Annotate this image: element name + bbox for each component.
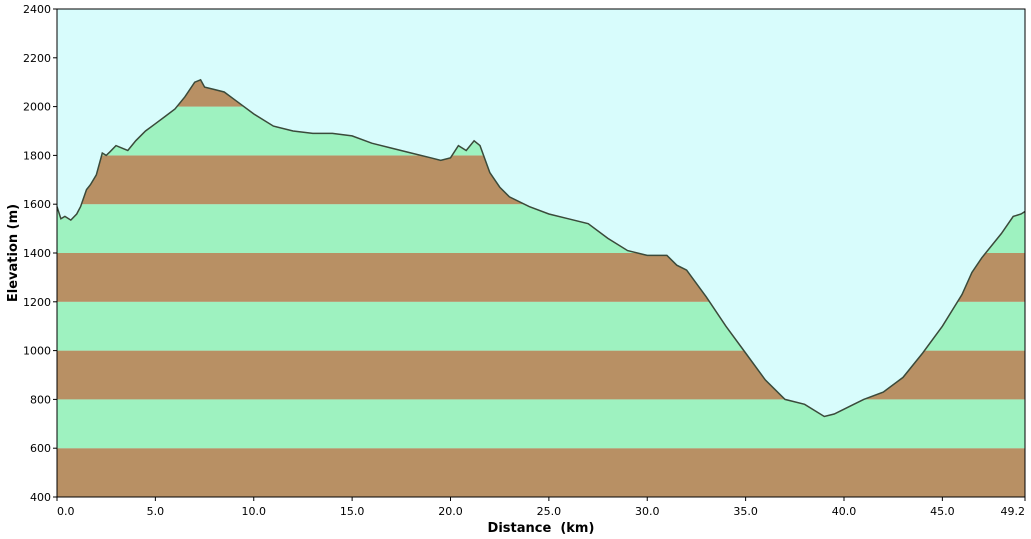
x-tick-label: 45.0 <box>930 505 955 518</box>
x-axis-ticks: 0.0 5.0 10.0 15.0 20.0 25.0 30.0 35.0 40.0 45.0 49… <box>56 497 1026 518</box>
y-tick-label: 2000 <box>23 101 51 114</box>
y-tick-label: 1000 <box>23 345 51 358</box>
x-tick-label: 20.0 <box>438 505 463 518</box>
y-axis-title: Elevation (m) <box>6 204 21 302</box>
y-tick-label: 1400 <box>23 247 51 260</box>
x-tick-label: 49.2 <box>1001 505 1026 518</box>
y-tick-label: 600 <box>30 442 51 455</box>
x-tick-label: 5.0 <box>147 505 165 518</box>
x-tick-label: 25.0 <box>537 505 562 518</box>
y-tick-label: 1600 <box>23 198 51 211</box>
x-tick-label: 35.0 <box>733 505 758 518</box>
elevation-profile-line <box>56 78 1026 418</box>
x-tick-label: 0.0 <box>57 505 75 518</box>
y-tick-label: 2400 <box>23 3 51 16</box>
y-tick-label: 400 <box>30 491 51 504</box>
x-tick-label: 40.0 <box>832 505 857 518</box>
y-tick-label: 2200 <box>23 52 51 65</box>
y-tick-label: 800 <box>30 393 51 406</box>
y-axis-ticks: 400 600 800 1000 1200 1400 1600 1800 2000 2200 240… <box>23 3 57 504</box>
elevation-band <box>57 448 1025 497</box>
elevation-band <box>57 399 1025 449</box>
x-tick-label: 10.0 <box>241 505 266 518</box>
x-tick-label: 30.0 <box>635 505 660 518</box>
x-tick-label: 15.0 <box>340 505 365 518</box>
y-tick-label: 1800 <box>23 149 51 162</box>
y-tick-label: 1200 <box>23 296 51 309</box>
x-axis-title: Distance (km) <box>488 521 595 536</box>
